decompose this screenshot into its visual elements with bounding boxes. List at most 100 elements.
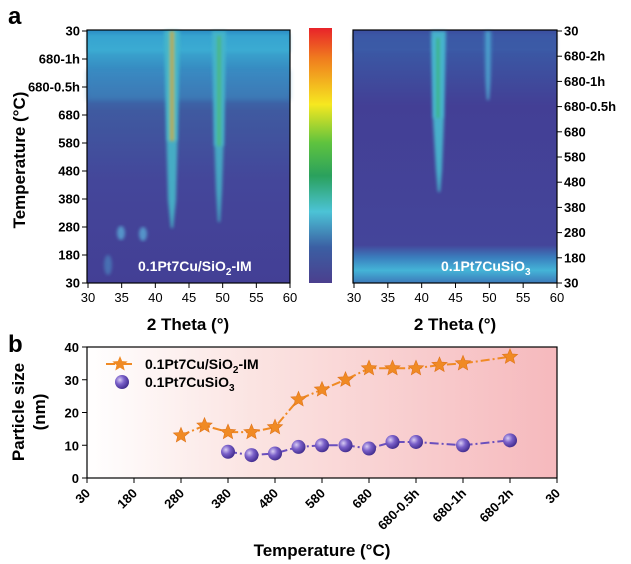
plot-background (87, 347, 557, 478)
x-tick-label: 35 (114, 290, 128, 305)
right-y-tick-label: 680-1h (564, 74, 605, 89)
right-y-tick-label: 580 (564, 150, 586, 165)
left-heatmap-680-band (87, 70, 290, 100)
x-category-label: 380 (208, 486, 234, 512)
series-1-star-point (243, 423, 260, 440)
series-2-sphere-point (315, 438, 329, 453)
left-heatmap-spot-3 (139, 227, 147, 241)
series-line-2 (227, 439, 511, 457)
series-1-star-point (196, 416, 213, 433)
left-y-tick-label: 180 (58, 248, 80, 263)
x-tick-label: 40 (414, 290, 428, 305)
x-category-label: 680-1h (429, 485, 469, 525)
x-tick-label: 50 (482, 290, 496, 305)
legend-marker-star (106, 356, 134, 371)
series-1-star-point (384, 359, 401, 376)
right-y-tick-label: 680-0.5h (564, 99, 616, 114)
series-2-sphere-point (244, 448, 259, 463)
legend-marker-sphere (115, 375, 129, 389)
right-heatmap-peak-50 (483, 31, 493, 100)
series-1-star-point (407, 359, 425, 376)
y-tick-label: 0 (72, 471, 79, 486)
series-2-sphere-point (268, 446, 282, 461)
y-tick-label: 10 (65, 438, 79, 453)
right-y-tick-label: 480 (564, 175, 586, 190)
x-tick-label: 55 (249, 290, 263, 305)
x-tick-label: 40 (148, 290, 162, 305)
y-tick-label: 20 (65, 406, 79, 421)
left-y-tick-label: 30 (66, 24, 80, 39)
series-2-sphere-point (409, 434, 423, 449)
left-y-tick-label: 580 (58, 136, 80, 151)
panel-b-xlabel: Temperature (°C) (254, 541, 391, 560)
x-tick-label: 45 (448, 290, 462, 305)
left-heatmap-top-band (87, 34, 290, 52)
x-category-label: 580 (302, 486, 328, 512)
series-1-star-point (454, 354, 472, 371)
left-y-tick-label: 680 (58, 108, 80, 123)
panel-a-letter: a (8, 3, 22, 30)
series-1-star-point (313, 380, 331, 397)
x-category-label: 280 (161, 486, 187, 512)
right-y-tick-label: 30 (564, 276, 578, 291)
series-2-sphere-point (385, 434, 400, 449)
right-y-tick-label: 680-2h (564, 49, 605, 64)
x-category-label: 480 (255, 486, 281, 512)
x-tick-label: 50 (215, 290, 229, 305)
right-heatmap: 0.1Pt7CuSiO3 (352, 29, 558, 284)
right-heatmap-x-ticks: 30 35 40 45 50 55 60 (347, 283, 564, 305)
left-heatmap-peak-43-core (166, 31, 178, 141)
series-2-sphere-point (362, 441, 376, 456)
left-heatmap-xlabel: 2 Theta (°) (147, 315, 229, 334)
panel-a-ylabel: Temperature (°C) (10, 92, 29, 229)
right-heatmap-label: 0.1Pt7CuSiO3 (441, 258, 531, 278)
x-tick-label: 45 (182, 290, 196, 305)
left-y-tick-label: 380 (58, 192, 80, 207)
series-2-sphere-point (221, 444, 235, 459)
x-category-label: 680-2h (476, 485, 516, 525)
x-category-label: 180 (114, 486, 140, 512)
left-heatmap-x-ticks: 30 35 40 45 50 55 60 (81, 283, 297, 305)
x-category-label: 30 (542, 486, 563, 507)
x-category-label: 680 (349, 486, 375, 512)
series-2-sphere-point (291, 439, 306, 454)
left-heatmap-spot-2 (117, 226, 125, 240)
x-tick-label: 60 (283, 290, 297, 305)
legend: 0.1Pt7Cu/SiO2-IM 0.1Pt7CuSiO3 (106, 356, 259, 394)
left-heatmap-y-ticks: 30 680-1h 680-0.5h 680 580 480 380 280 180 30 (28, 24, 87, 291)
series-2-sphere-point (338, 438, 353, 453)
series-1-star-point (266, 418, 284, 435)
legend-label-series-1: 0.1Pt7Cu/SiO2-IM (145, 356, 259, 376)
legend-label-series-2: 0.1Pt7CuSiO3 (145, 374, 235, 394)
series-1-star-point (501, 348, 519, 364)
right-heatmap-background (353, 30, 557, 283)
series-1-star-point (219, 423, 237, 440)
x-category-label: 680-0.5h (375, 485, 422, 532)
panel-b-ylabel-line1: Particle size (9, 363, 28, 461)
right-y-tick-label: 680 (564, 124, 586, 139)
colorbar (309, 28, 332, 283)
series-1-star-point (290, 390, 307, 407)
left-heatmap-spot-1 (104, 255, 112, 275)
series-2-sphere-point (456, 438, 470, 453)
left-heatmap-background (87, 30, 290, 283)
panel-b-letter: b (8, 331, 23, 358)
right-heatmap-y-ticks: 30 680-2h 680-1h 680-0.5h 680 580 480 380 280 180… (557, 24, 616, 291)
right-y-tick-label: 280 (564, 225, 586, 240)
x-tick-label: 30 (347, 290, 361, 305)
series-1-star-point (172, 426, 190, 443)
right-heatmap-peak-43-core (432, 38, 444, 118)
x-tick-label: 55 (516, 290, 530, 305)
x-tick-label: 60 (550, 290, 564, 305)
right-heatmap-top-band (353, 34, 557, 52)
series-1-star-point (360, 359, 378, 376)
x-tick-label: 35 (381, 290, 395, 305)
y-tick-label: 30 (65, 373, 79, 388)
left-heatmap-peak-50-core (213, 36, 225, 146)
panel-b-ylabel-line2: (nm) (30, 394, 49, 431)
left-y-tick-label: 280 (58, 220, 80, 235)
right-heatmap-xlabel: 2 Theta (°) (414, 315, 496, 334)
left-y-tick-label: 680-1h (39, 52, 80, 67)
right-y-tick-label: 180 (564, 250, 586, 265)
